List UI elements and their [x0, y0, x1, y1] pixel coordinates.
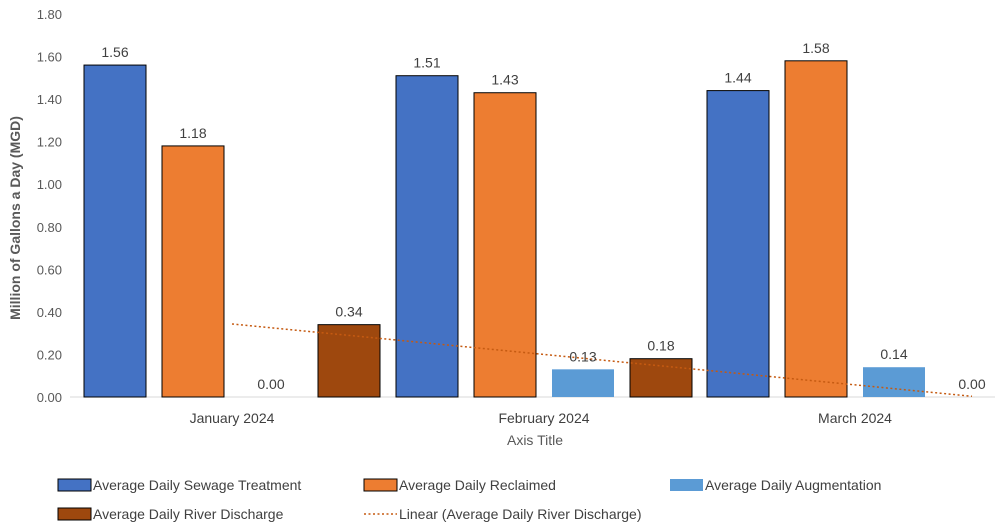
data-label: 0.00 [257, 376, 284, 392]
y-tick-label: 0.20 [37, 347, 62, 362]
data-label: 0.18 [647, 338, 674, 354]
bar [706, 90, 770, 398]
legend-swatch [57, 478, 92, 492]
bar [552, 369, 614, 397]
category-labels: January 2024 February 2024 March 2024 [190, 410, 893, 426]
bar [473, 92, 537, 398]
y-tick-label: 0.40 [37, 305, 62, 320]
data-label: 0.13 [569, 348, 596, 364]
legend-label: Average Daily Augmentation [705, 477, 881, 493]
data-label: 1.51 [413, 55, 440, 71]
legend-label: Average Daily River Discharge [93, 506, 284, 522]
y-tick-label: 0.60 [37, 262, 62, 277]
bar [161, 145, 225, 398]
legend-label: Average Daily Sewage Treatment [93, 477, 301, 493]
legend-swatch [57, 507, 92, 521]
bar [784, 60, 848, 398]
y-tick-label: 0.00 [37, 390, 62, 405]
bars [83, 60, 925, 398]
y-tick-label: 1.20 [37, 135, 62, 150]
y-tick-label: 1.60 [37, 50, 62, 65]
legend: Average Daily Sewage Treatment Average Da… [57, 477, 881, 522]
x-axis-title: Axis Title [507, 432, 563, 448]
data-label: 1.18 [179, 125, 206, 141]
category-label: March 2024 [818, 410, 892, 426]
data-label: 0.00 [958, 376, 985, 392]
data-labels: 1.56 1.18 0.00 0.34 1.51 1.43 0.13 0.18 1.44 1.58… [101, 40, 985, 392]
category-label: February 2024 [498, 410, 589, 426]
bar [863, 367, 925, 397]
y-tick-label: 1.00 [37, 177, 62, 192]
data-label: 0.14 [880, 346, 907, 362]
legend-label: Linear (Average Daily River Discharge) [399, 506, 642, 522]
bar [395, 75, 459, 398]
y-tick-label: 0.80 [37, 220, 62, 235]
legend-swatch [670, 479, 703, 491]
bar [629, 358, 693, 398]
data-label: 0.34 [335, 304, 362, 320]
y-tick-label: 1.40 [37, 92, 62, 107]
y-axis-title: Million of Gallons a Day (MGD) [7, 116, 23, 320]
data-label: 1.58 [802, 40, 829, 56]
y-axis-ticks: 0.00 0.20 0.40 0.60 0.80 1.00 1.20 1.40 1.60 1.80 [37, 7, 62, 405]
legend-swatch [363, 478, 398, 492]
data-label: 1.56 [101, 44, 128, 60]
data-label: 1.44 [724, 70, 751, 86]
category-label: January 2024 [190, 410, 275, 426]
bar [317, 324, 381, 398]
data-label: 1.43 [491, 72, 518, 88]
legend-label: Average Daily Reclaimed [399, 477, 556, 493]
y-tick-label: 1.80 [37, 7, 62, 22]
bar [83, 64, 147, 398]
